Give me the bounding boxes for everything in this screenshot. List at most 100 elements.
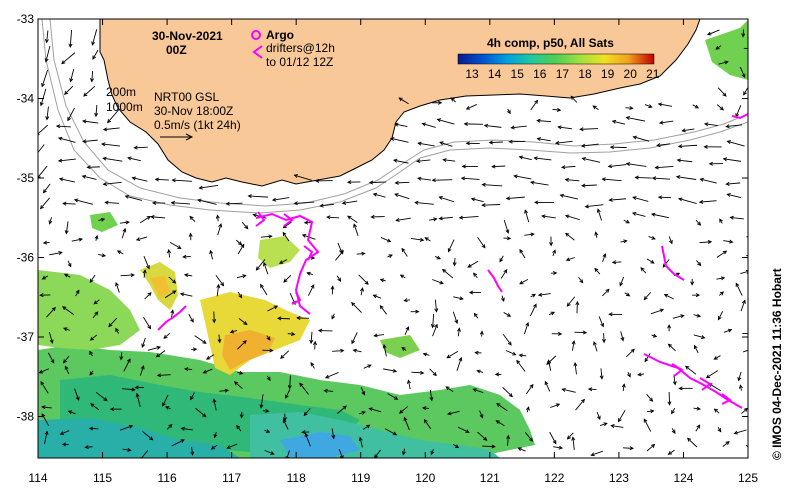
current-arrow <box>282 418 289 430</box>
current-arrow <box>530 293 537 298</box>
current-arrow <box>83 86 96 97</box>
argo-label: Argo <box>266 28 294 42</box>
current-arrow <box>601 333 606 344</box>
current-arrow <box>278 259 288 264</box>
legend-title: 4h comp, p50, All Sats <box>487 36 614 50</box>
current-arrow <box>507 108 511 115</box>
lon-tick-label: 121 <box>480 471 500 485</box>
current-arrow <box>525 383 534 395</box>
current-arrow <box>164 406 171 410</box>
current-arrow <box>668 236 673 245</box>
current-arrow <box>739 66 746 79</box>
current-arrow <box>524 432 534 442</box>
current-arrow <box>619 276 625 287</box>
current-arrow <box>726 140 745 147</box>
current-arrow <box>625 162 647 167</box>
current-arrow <box>431 100 443 105</box>
current-arrow <box>42 183 51 194</box>
current-arrow <box>479 410 484 419</box>
current-arrow <box>654 165 674 170</box>
current-arrow <box>646 443 656 452</box>
current-arrow <box>594 267 601 275</box>
current-arrow <box>373 333 385 338</box>
current-arrow <box>135 236 148 242</box>
current-arrow <box>716 250 728 258</box>
current-arrow <box>338 449 344 458</box>
current-arrow <box>90 71 95 83</box>
current-arrow <box>481 182 503 187</box>
current-arrow <box>726 193 741 198</box>
current-arrow <box>417 141 435 147</box>
current-arrow <box>143 317 152 330</box>
current-arrow <box>601 177 622 182</box>
current-arrow <box>505 196 525 201</box>
current-arrow <box>134 385 144 390</box>
current-arrow <box>667 324 672 332</box>
current-arrow <box>446 351 459 359</box>
current-arrow <box>44 45 51 63</box>
current-arrow <box>92 49 99 60</box>
current-arrow <box>341 200 358 205</box>
current-arrow <box>351 332 358 345</box>
current-arrow <box>675 175 697 180</box>
current-arrow <box>180 426 193 431</box>
current-arrow <box>518 155 532 161</box>
current-arrow <box>705 370 718 379</box>
current-arrow <box>609 145 627 150</box>
current-arrow <box>74 388 80 401</box>
current-arrow <box>625 106 634 111</box>
current-arrow <box>581 157 601 163</box>
current-arrow <box>722 441 730 447</box>
current-arrow <box>209 249 214 260</box>
current-arrow <box>401 448 406 456</box>
current-arrow <box>550 403 561 408</box>
current-arrow <box>380 236 392 243</box>
current-arrow <box>191 347 198 352</box>
current-arrow <box>650 212 669 219</box>
current-arrow <box>59 430 70 435</box>
current-arrow <box>143 255 150 270</box>
current-arrow <box>611 260 622 265</box>
current-arrow <box>336 275 342 282</box>
current-arrow <box>147 345 162 351</box>
current-arrow <box>89 350 93 357</box>
current-arrow <box>217 334 222 344</box>
current-arrow <box>694 344 699 354</box>
current-arrow <box>699 239 713 244</box>
current-arrow <box>49 251 63 256</box>
argo-marker-icon <box>251 30 261 40</box>
lat-tick-label: -34 <box>17 92 35 106</box>
current-arrow <box>359 410 367 415</box>
current-arrow <box>672 314 685 319</box>
current-arrow <box>237 243 245 255</box>
current-arrow <box>566 432 574 440</box>
current-arrow <box>565 257 575 262</box>
current-arrow <box>169 241 182 249</box>
current-arrow <box>61 52 76 65</box>
current-arrow <box>421 406 429 411</box>
current-arrow <box>330 285 335 295</box>
current-arrow <box>183 273 193 278</box>
current-arrow <box>287 332 296 337</box>
current-arrow <box>491 164 506 169</box>
time-label: 00Z <box>166 43 187 57</box>
current-arrow <box>474 350 482 355</box>
current-arrow <box>607 164 627 169</box>
current-arrow <box>496 403 508 412</box>
current-arrow <box>108 317 118 328</box>
current-arrow <box>423 418 432 430</box>
current-arrow <box>241 221 249 230</box>
lon-tick-label: 118 <box>287 471 306 485</box>
current-arrow <box>236 274 247 279</box>
current-arrow <box>570 95 578 103</box>
colorbar-tick-label: 14 <box>488 67 502 81</box>
sst-patches <box>38 20 748 458</box>
current-arrow <box>692 293 701 298</box>
current-arrow <box>171 439 185 447</box>
valid-time-label: 30-Nov 18:00Z <box>154 104 233 118</box>
current-arrow <box>579 127 598 132</box>
current-arrow <box>122 447 132 452</box>
current-arrow <box>67 260 72 268</box>
current-arrow <box>98 253 107 258</box>
current-arrow <box>703 144 722 149</box>
